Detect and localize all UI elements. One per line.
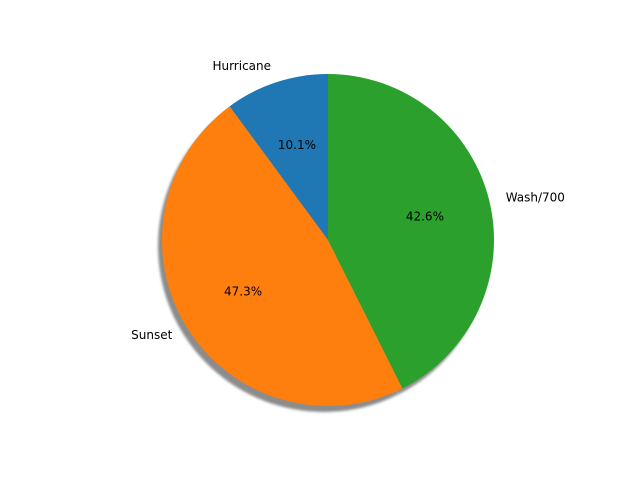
slice-wash-700 [328, 74, 495, 389]
slice-label-hurricane: Hurricane [212, 59, 271, 73]
slice-hurricane [229, 74, 328, 240]
slice-label-wash-700: Wash/700 [506, 190, 565, 204]
slice-sunset [161, 106, 403, 407]
pie-slices [161, 74, 495, 407]
pie-labels: Hurricane 10.1% Sunset 47.3% Wash/700 42.6% [131, 59, 565, 342]
percent-label-hurricane: 10.1% [278, 138, 316, 152]
percent-label-sunset: 47.3% [224, 285, 262, 299]
slice-label-sunset: Sunset [131, 328, 172, 342]
percent-label-wash-700: 42.6% [406, 210, 444, 224]
